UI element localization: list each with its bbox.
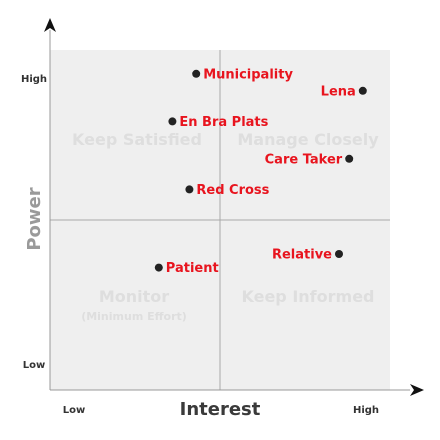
point-label-relative: Relative xyxy=(272,248,332,263)
point-municipality xyxy=(192,69,201,78)
y-tick-low: Low xyxy=(23,360,45,371)
point-care-taker xyxy=(345,154,354,163)
x-tick-low: Low xyxy=(63,405,85,416)
quadrant-label-manage-closely: Manage Closely xyxy=(237,130,379,149)
quadrant-label-keep-informed: Keep Informed xyxy=(241,287,374,306)
y-axis-arrow-icon xyxy=(44,18,56,32)
point-relative xyxy=(335,250,343,258)
point-label-municipality: Municipality xyxy=(203,67,293,82)
point-label-lena: Lena xyxy=(321,84,356,99)
data-points: Municipality Lena En Bra Plats Care Taker Re… xyxy=(154,67,367,276)
x-axis-title: Interest xyxy=(180,399,261,420)
point-label-en-bra-plats: En Bra Plats xyxy=(179,115,268,130)
point-label-red-cross: Red Cross xyxy=(196,183,269,198)
y-tick-high: High xyxy=(21,74,47,85)
point-label-care-taker: Care Taker xyxy=(265,152,343,167)
x-axis-arrow-icon xyxy=(410,384,424,396)
quadrant-label-monitor: Monitor xyxy=(99,287,169,306)
x-tick-high: High xyxy=(353,405,379,416)
y-axis-title: Power xyxy=(24,187,45,250)
point-en-bra-plats xyxy=(168,117,177,126)
point-red-cross xyxy=(185,185,194,194)
quadrant-label-keep-satisfied: Keep Satisfied xyxy=(72,130,202,149)
point-patient xyxy=(154,263,163,272)
quadrant-sublabel-minimum-effort: (Minimum Effort) xyxy=(81,310,187,323)
point-lena xyxy=(358,86,367,95)
point-label-patient: Patient xyxy=(166,261,219,276)
